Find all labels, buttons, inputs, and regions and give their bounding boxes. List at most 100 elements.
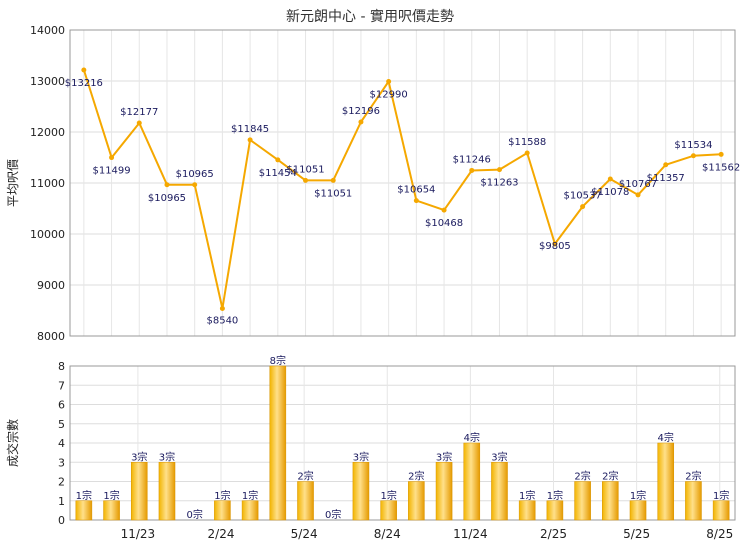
bar-label: 3宗: [159, 450, 175, 463]
data-label: $11845: [231, 124, 269, 135]
bar-label: 2宗: [297, 470, 313, 483]
bar: [546, 500, 564, 521]
x-tick-label: 8/25: [706, 527, 733, 541]
data-point: [330, 177, 336, 183]
bar-label: 2宗: [685, 470, 701, 483]
data-label: $9805: [539, 241, 571, 252]
data-point: [469, 167, 475, 173]
bar: [380, 500, 397, 521]
y-tick-label: 8000: [37, 330, 65, 343]
bar: [435, 462, 453, 521]
data-label: $10965: [148, 193, 186, 204]
bar-label: 4宗: [464, 431, 480, 444]
bar: [574, 481, 591, 521]
data-point: [552, 241, 558, 247]
y-tick-label: 1: [58, 495, 65, 508]
bar-label: 4宗: [658, 431, 674, 444]
bar-label: 3宗: [491, 450, 507, 463]
y-axis-label: 成交宗數: [5, 419, 20, 467]
y-tick-label: 0: [58, 514, 65, 527]
data-point: [136, 120, 142, 126]
bar-label: 1宗: [547, 489, 563, 502]
chart-title: 新元朗中心 - 實用呎價走勢: [286, 8, 454, 25]
data-label: $13216: [65, 78, 103, 89]
y-tick-label: 2: [58, 476, 65, 489]
data-label: $12196: [342, 106, 380, 117]
data-label: $10468: [425, 218, 463, 229]
data-label: $11357: [647, 173, 685, 184]
data-point: [247, 137, 253, 143]
transactions-bar-chart: 0 1 2 3 4 5 6 7 8 11/23 2/24 5/24 8/24 11/24 2/25 5/25 8…: [5, 354, 736, 541]
data-label: $11454: [259, 168, 297, 179]
data-point: [219, 305, 225, 311]
bar: [657, 442, 675, 521]
data-label: $10537: [564, 191, 602, 202]
bar: [75, 500, 93, 521]
y-tick-label: 8: [58, 360, 65, 373]
bar-label: 8宗: [270, 354, 286, 367]
data-point: [690, 153, 696, 159]
bar-label: 1宗: [214, 489, 230, 502]
data-label: $10767: [619, 179, 657, 190]
data-label: $11078: [591, 187, 629, 198]
bar-label: 0宗: [187, 508, 203, 521]
data-point: [718, 151, 724, 157]
data-point: [663, 162, 669, 168]
data-label: $11051: [286, 164, 324, 175]
x-tick-label: 8/24: [374, 527, 401, 541]
bar: [241, 500, 259, 521]
bar: [130, 462, 148, 521]
series-line: [82, 69, 722, 310]
y-tick-label: 13000: [30, 75, 65, 88]
bar-label: 2宗: [408, 470, 424, 483]
bar-label: 1宗: [630, 489, 646, 502]
data-point: [441, 207, 447, 213]
bar-label: 3宗: [353, 450, 369, 463]
data-label: $11588: [508, 137, 546, 148]
data-point: [524, 150, 530, 156]
data-label: $11051: [314, 188, 352, 199]
data-point: [496, 167, 502, 173]
bar-label: 1宗: [242, 489, 258, 502]
y-tick-label: 14000: [30, 24, 65, 37]
data-label: $11562: [702, 162, 740, 173]
data-point: [635, 192, 641, 198]
data-label: $12177: [120, 107, 158, 118]
data-point: [81, 67, 87, 73]
bar-label: 1宗: [103, 489, 119, 502]
y-tick-label: 5: [58, 418, 65, 431]
bar: [602, 481, 619, 521]
data-label: $12990: [370, 90, 408, 101]
y-tick-label: 12000: [30, 126, 65, 139]
bar-label: 1宗: [380, 489, 396, 502]
data-label: $11499: [92, 166, 130, 177]
price-line-chart: 8000 9000 10000 11000 12000 13000 14000 平均呎價 $13…: [6, 24, 740, 343]
data-point: [164, 182, 170, 188]
y-tick-label: 9000: [37, 279, 65, 292]
data-point: [607, 176, 613, 182]
data-label: $11534: [674, 140, 712, 151]
bar: [352, 462, 370, 521]
bar-label: 1宗: [713, 489, 729, 502]
data-point: [580, 204, 586, 210]
x-tick-label: 2/24: [208, 527, 235, 541]
data-point: [386, 79, 392, 85]
x-tick-label: 11/24: [453, 527, 488, 541]
data-label: $11246: [453, 154, 491, 165]
bar: [685, 481, 702, 521]
data-point: [303, 177, 309, 183]
bar: [158, 462, 176, 521]
y-tick-label: 3: [58, 456, 65, 469]
x-tick-label: 11/23: [121, 527, 156, 541]
x-tick-label: 2/25: [540, 527, 567, 541]
data-label: $11263: [480, 178, 518, 189]
bar: [491, 462, 508, 521]
y-tick-label: 7: [58, 379, 65, 392]
data-point: [109, 155, 115, 161]
bar-label: 3宗: [131, 450, 147, 463]
bar-label: 0宗: [325, 508, 341, 521]
data-label: $10965: [176, 169, 214, 180]
bar-label: 2宗: [602, 470, 618, 483]
